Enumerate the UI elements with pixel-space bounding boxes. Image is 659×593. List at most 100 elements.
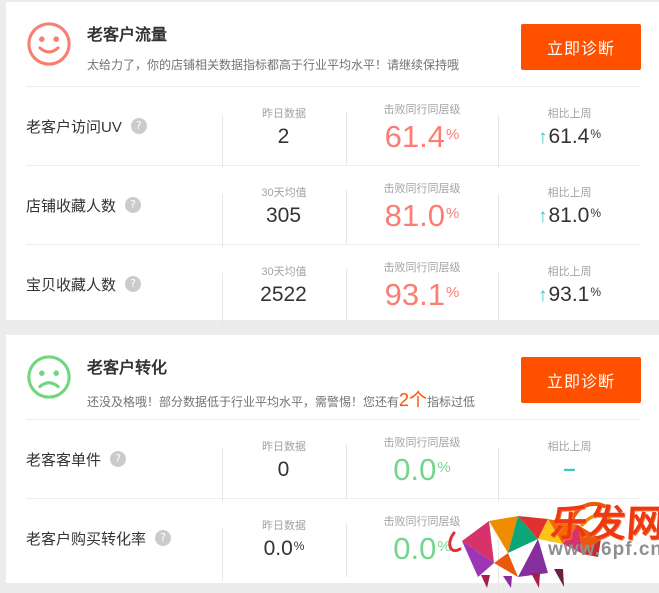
section-conversion-card: 老客户转化 还没及格哦！部分数据低于行业平均水平，需警惕！您还有2个指标过低 立… — [6, 335, 659, 593]
up-arrow-icon: ↑ — [537, 285, 548, 307]
stat-value: 2522 — [222, 283, 346, 306]
stat-number: 93.1 — [384, 277, 445, 313]
metric-label-wrap: 老客户购买转化率 ? — [26, 528, 222, 549]
metric-label-wrap: 宝贝收藏人数 ? — [26, 274, 222, 295]
section-traffic-card: 老客户流量 太给力了，你的店铺相关数据指标都高于行业平均水平！请继续保持哦 立即… — [6, 2, 659, 328]
metric-label: 老客客单件 — [26, 451, 102, 469]
stat-label: 30天均值 — [261, 266, 307, 279]
stat-unit: % — [590, 126, 602, 141]
stat-yesterday: 昨日数据 0 — [222, 436, 346, 503]
metric-row-item-favorites: 宝贝收藏人数 ? 30天均值 2522 击败同行同层级 93.1% 相比上周 ↑… — [26, 244, 641, 328]
subtitle-highlight: 2个 — [399, 390, 428, 410]
stat-vs-lastweek: 相比上周 ↑61.4% — [498, 103, 641, 169]
stat-30day-avg: 30天均值 2522 — [222, 261, 346, 328]
metric-rows: 老客户访问UV ? 昨日数据 2 击败同行同层级 61.4% 相比上周 ↑61.… — [26, 86, 641, 328]
stat-value: 2 — [222, 125, 346, 148]
stat-label: 击败同行同层级 — [383, 262, 461, 275]
section-title: 老客户转化 — [87, 360, 168, 377]
stat-yesterday: 昨日数据 2 — [222, 103, 346, 170]
help-icon[interactable]: ? — [110, 451, 127, 467]
stat-value: 0.0% — [346, 454, 498, 486]
metric-row-shop-favorites: 店铺收藏人数 ? 30天均值 305 击败同行同层级 81.0% 相比上周 ↑8… — [26, 165, 641, 249]
up-arrow-icon: ↑ — [537, 127, 548, 149]
help-icon[interactable]: ? — [125, 197, 142, 213]
stat-beat-peers: 击败同行同层级 0.0% — [346, 432, 498, 498]
help-icon[interactable]: ? — [125, 276, 142, 292]
section-subtitle: 还没及格哦！部分数据低于行业平均水平，需警惕！您还有2个指标过低 — [87, 386, 521, 412]
help-icon[interactable]: ? — [130, 118, 147, 134]
stat-label: 相比上周 — [547, 187, 592, 200]
happy-face-icon — [27, 22, 71, 66]
no-change-dash-icon: – — [563, 456, 576, 482]
stat-vs-lastweek: 相比上周 — [498, 527, 641, 593]
subtitle-text-post: 指标过低 — [427, 395, 476, 409]
stat-label: 击败同行同层级 — [383, 516, 461, 529]
sad-face-icon — [27, 355, 71, 399]
stat-unit: % — [293, 539, 305, 554]
metric-label-wrap: 老客户访问UV ? — [26, 116, 222, 137]
stat-label: 击败同行同层级 — [383, 104, 461, 117]
stat-number: 0 — [277, 458, 290, 482]
up-arrow-icon: ↑ — [537, 206, 548, 228]
stat-unit: % — [446, 283, 460, 301]
stat-label: 击败同行同层级 — [383, 437, 461, 450]
metric-label: 宝贝收藏人数 — [26, 276, 117, 294]
stat-beat-peers: 击败同行同层级 0.0% — [346, 511, 498, 577]
stat-label: 昨日数据 — [262, 441, 306, 454]
stat-value: ↑61.4% — [498, 125, 641, 149]
stat-value: 305 — [222, 204, 346, 227]
stat-yesterday: 昨日数据 0.0% — [222, 515, 346, 582]
subtitle-text: 太给力了，你的店铺相关数据指标都高于行业平均水平！请继续保持哦 — [87, 58, 460, 72]
stat-unit: % — [446, 204, 460, 222]
stat-beat-peers: 击败同行同层级 61.4% — [346, 99, 498, 165]
stat-number: 0.0 — [393, 531, 437, 567]
stat-label: 昨日数据 — [262, 108, 306, 121]
stat-number: 81.0 — [548, 204, 590, 228]
section-traffic-header: 老客户流量 太给力了，你的店铺相关数据指标都高于行业平均水平！请继续保持哦 立即… — [6, 2, 659, 86]
metric-label: 老客户访问UV — [26, 118, 122, 136]
stat-number: 2522 — [260, 283, 307, 307]
stat-unit: % — [437, 458, 451, 476]
section-conversion-header: 老客户转化 还没及格哦！部分数据低于行业平均水平，需警惕！您还有2个指标过低 立… — [6, 335, 659, 419]
stat-beat-peers: 击败同行同层级 93.1% — [346, 257, 498, 323]
stat-number: 61.4 — [548, 125, 590, 149]
stat-label: 相比上周 — [547, 266, 592, 279]
stat-unit: % — [590, 284, 602, 299]
stat-number: 61.4 — [384, 119, 445, 155]
stat-label: 击败同行同层级 — [383, 183, 461, 196]
stat-30day-avg: 30天均值 305 — [222, 182, 346, 249]
stat-vs-lastweek: 相比上周 – — [498, 436, 641, 503]
stat-unit: % — [446, 125, 460, 143]
stat-value: 93.1% — [346, 279, 498, 311]
metric-row-purchase-conversion: 老客户购买转化率 ? 昨日数据 0.0% 击败同行同层级 0.0% 相比上周 — [26, 498, 641, 593]
section-traffic-text: 老客户流量 太给力了，你的店铺相关数据指标都高于行业平均水平！请继续保持哦 — [87, 18, 521, 74]
metric-label-wrap: 老客客单件 ? — [26, 449, 222, 470]
section-conversion-text: 老客户转化 还没及格哦！部分数据低于行业平均水平，需警惕！您还有2个指标过低 — [87, 351, 521, 412]
stat-number: 305 — [265, 204, 302, 228]
stat-value: ↑93.1% — [498, 283, 641, 307]
diagnose-button[interactable]: 立即诊断 — [520, 24, 641, 70]
stat-label: 30天均值 — [261, 187, 307, 200]
metric-rows: 老客客单件 ? 昨日数据 0 击败同行同层级 0.0% 相比上周 – — [26, 419, 641, 593]
stat-vs-lastweek: 相比上周 ↑93.1% — [498, 261, 641, 327]
stat-value: 0 — [222, 458, 346, 481]
stat-number: 0.0 — [263, 537, 293, 561]
metric-label: 店铺收藏人数 — [26, 197, 117, 215]
stat-unit: % — [437, 537, 451, 555]
stat-value: 61.4% — [346, 121, 498, 153]
stat-number: 2 — [277, 125, 290, 149]
metric-row-units-per-order: 老客客单件 ? 昨日数据 0 击败同行同层级 0.0% 相比上周 – — [26, 419, 641, 503]
help-icon[interactable]: ? — [155, 530, 172, 546]
stat-label: 昨日数据 — [262, 520, 306, 533]
stat-value: 81.0% — [346, 200, 498, 232]
stat-value: – — [498, 458, 641, 481]
stat-vs-lastweek: 相比上周 ↑81.0% — [498, 182, 641, 248]
stat-number: 81.0 — [384, 198, 445, 234]
diagnose-button[interactable]: 立即诊断 — [520, 357, 641, 403]
section-title: 老客户流量 — [87, 27, 168, 44]
subtitle-text: 还没及格哦！部分数据低于行业平均水平，需警惕！您还有 — [87, 395, 400, 409]
metric-label: 老客户购买转化率 — [26, 530, 147, 548]
stat-value: 0.0% — [346, 533, 498, 565]
stat-number: 0.0 — [393, 452, 437, 488]
